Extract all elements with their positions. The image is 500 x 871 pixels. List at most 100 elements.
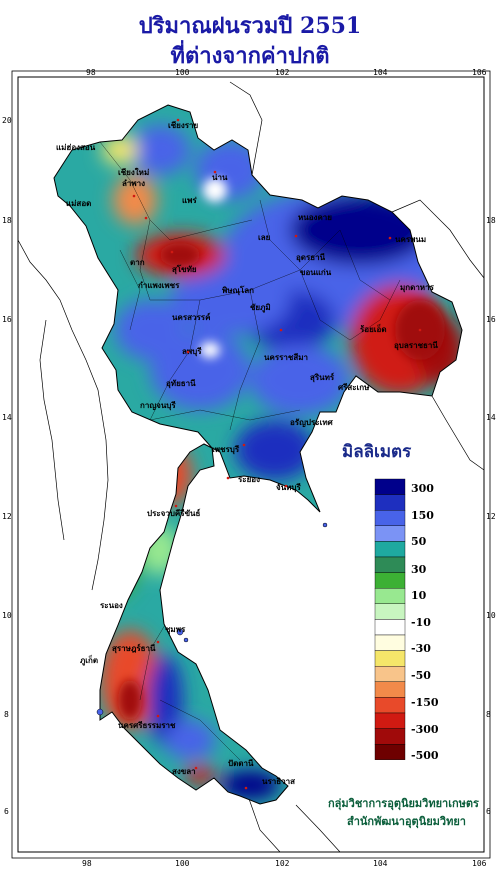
- place-label: ร้อยเอ็ด: [360, 323, 387, 334]
- legend-label: 10: [411, 589, 427, 602]
- place-label: ตาก: [130, 258, 145, 267]
- place-label: ชุมพร: [165, 625, 186, 635]
- place-label: สงขลา: [172, 767, 196, 776]
- legend-label: -50: [411, 669, 431, 682]
- lon-tick-top: 106: [472, 68, 487, 77]
- legend-label: 50: [411, 535, 427, 548]
- place-label: เพชรบุรี: [212, 444, 240, 455]
- map-title-line2: ที่ต่างจากค่าปกติ: [170, 43, 330, 69]
- credit-line1: กลุ่มวิชาการอุตุนิยมวิทยาเกษตร: [328, 797, 479, 810]
- legend-swatch: [374, 681, 406, 698]
- legend-label: -150: [411, 696, 439, 709]
- legend-label: -10: [411, 616, 431, 629]
- legend-label: 300: [411, 482, 434, 495]
- station-dots: [132, 118, 422, 790]
- legend-swatch: [374, 712, 406, 729]
- legend-swatch: [374, 619, 406, 636]
- lon-tick-bottom: 100: [175, 859, 190, 868]
- neighbor-borders: [17, 81, 485, 853]
- place-label: แพร่: [182, 196, 197, 205]
- lat-tick-right: 14: [486, 413, 496, 422]
- thailand-outline: [53, 104, 463, 805]
- lat-tick-right: 8: [486, 710, 491, 719]
- place-label: กำแพงเพชร: [138, 281, 180, 290]
- legend-label: -300: [411, 723, 439, 736]
- place-label: อุทัยธานี: [166, 378, 196, 389]
- place-labels: เชียงราย แม่ฮ่องสอน น่าน เชียงใหม่ ลำพาง…: [56, 120, 438, 786]
- place-label: นครศรีธรรมราช: [118, 720, 176, 730]
- place-label: สุราษฎร์ธานี: [112, 643, 156, 654]
- place-label: อุบลราชธานี: [394, 340, 438, 351]
- lat-tick-left: 20: [2, 116, 12, 125]
- lat-tick-right: 18: [486, 216, 496, 225]
- place-label: ขอนแก่น: [300, 268, 332, 277]
- place-label: แม่สอด: [66, 199, 91, 208]
- legend-swatch: [374, 572, 406, 589]
- legend-swatch: [374, 494, 406, 511]
- legend-label: 150: [411, 509, 434, 522]
- place-label: จันทบุรี: [276, 482, 302, 493]
- legend-swatch: [374, 634, 406, 651]
- legend-swatch: [374, 650, 406, 667]
- map-frame: [17, 76, 485, 853]
- rainfall-field: [54, 105, 462, 804]
- legend-title: มิลลิเมตร: [342, 442, 412, 462]
- lat-tick-left: 10: [2, 611, 12, 620]
- lat-tick-right: 16: [486, 315, 496, 324]
- lat-tick-left: 12: [2, 512, 12, 521]
- lon-tick-top: 100: [175, 68, 190, 77]
- legend-label: 30: [411, 563, 427, 576]
- lon-tick-top: 102: [275, 68, 290, 77]
- legend-swatch: [374, 525, 406, 542]
- place-label: ชัยภูมิ: [250, 303, 271, 313]
- legend-color-bar: [374, 478, 406, 761]
- lon-tick-bottom: 106: [472, 859, 487, 868]
- place-label: ศรีสะเกษ: [338, 382, 370, 392]
- map-title-line1: ปริมาณฝนรวมปี 2551: [138, 13, 362, 39]
- place-label: ปัตตานี: [228, 758, 254, 768]
- lat-tick-left: 16: [2, 315, 12, 324]
- credit-line2: สำนักพัฒนาอุตุนิยมวิทยา: [347, 815, 466, 828]
- place-label: หนองคาย: [298, 213, 332, 222]
- legend-swatch: [374, 697, 406, 714]
- legend-swatch: [374, 603, 406, 620]
- latitude-ticks: 20 18 16 14 12 10 8 6 18 16 14 12 10 8 6: [2, 116, 496, 816]
- place-label: ลพบุรี: [182, 346, 202, 357]
- legend-swatch: [374, 541, 406, 558]
- legend-swatch: [374, 556, 406, 573]
- place-label: แม่ฮ่องสอน: [56, 143, 96, 152]
- place-label: สุรินทร์: [310, 372, 335, 383]
- lon-tick-top: 104: [373, 68, 388, 77]
- lat-tick-left: 8: [4, 710, 9, 719]
- place-label: ระยอง: [238, 475, 260, 484]
- lon-tick-top: 98: [86, 68, 96, 77]
- legend-swatch: [374, 728, 406, 745]
- legend-swatch: [374, 744, 406, 761]
- lat-tick-right: 10: [486, 611, 496, 620]
- place-label: ประจวบคีรีขันธ์: [147, 508, 201, 518]
- place-label: เลย: [258, 233, 271, 242]
- map-outer-frame: [11, 70, 491, 859]
- lon-tick-bottom: 104: [373, 859, 388, 868]
- place-label: เชียงราย: [168, 120, 199, 130]
- lon-tick-bottom: 102: [275, 859, 290, 868]
- lat-tick-right: 12: [486, 512, 496, 521]
- longitude-ticks: 98 100 102 104 106 98 100 102 104 106: [82, 68, 487, 868]
- lat-tick-left: 14: [2, 413, 12, 422]
- place-label: นราธิวาส: [262, 777, 295, 786]
- place-label: ระนอง: [100, 601, 123, 610]
- lat-tick-left: 6: [4, 807, 9, 816]
- place-label: นครราชสีมา: [264, 352, 308, 362]
- place-label: พิษณุโลก: [222, 285, 254, 296]
- place-label: อรัญประเทศ: [290, 418, 334, 428]
- islands: [96, 522, 328, 716]
- legend-swatch: [374, 478, 406, 495]
- legend-swatch: [374, 666, 406, 683]
- place-label: ลำพาง: [122, 179, 145, 188]
- place-label: มุกดาหาร: [400, 283, 435, 293]
- place-label: อุดรธานี: [296, 252, 326, 263]
- legend-label: -30: [411, 642, 431, 655]
- legend-swatch: [374, 588, 406, 605]
- lon-tick-bottom: 98: [82, 859, 92, 868]
